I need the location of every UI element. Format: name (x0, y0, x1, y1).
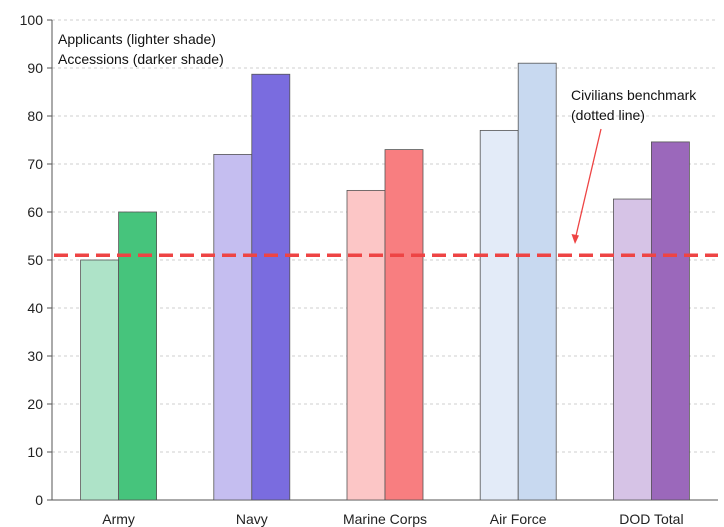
y-tick-label: 40 (27, 300, 43, 316)
x-category-label: Air Force (490, 511, 547, 527)
y-tick-label: 90 (27, 60, 43, 76)
y-tick-label: 60 (27, 204, 43, 220)
y-axis: 0 10 20 30 40 50 60 70 80 90 100 (20, 12, 718, 508)
legend: Applicants (lighter shade) Accessions (d… (58, 31, 224, 67)
bars (80, 62, 690, 501)
y-tick-label: 70 (27, 156, 43, 172)
benchmark-note-line-2: (dotted line) (571, 107, 645, 123)
bar-applicants-navy (213, 153, 253, 501)
bar-accessions-air-force (517, 62, 557, 501)
legend-line-applicants: Applicants (lighter shade) (58, 31, 216, 47)
x-category-label: Marine Corps (343, 511, 427, 527)
benchmark-note: Civilians benchmark (dotted line) (571, 87, 697, 244)
y-tick-label: 50 (27, 252, 43, 268)
y-tick-label: 0 (35, 492, 43, 508)
benchmark-note-line-1: Civilians benchmark (571, 87, 697, 103)
bar-applicants-marine-corps (346, 189, 386, 501)
x-category-label: Navy (236, 511, 268, 527)
y-tick-label: 30 (27, 348, 43, 364)
bar-accessions-army (118, 211, 157, 501)
bar-applicants-army (80, 259, 119, 501)
bar-applicants-air-force (479, 129, 519, 501)
bar-applicants-dod-total (613, 198, 652, 501)
benchmark-arrow-head (571, 234, 579, 244)
bar-accessions-navy (251, 73, 291, 501)
x-category-label: DOD Total (619, 511, 683, 527)
y-tick-label: 100 (20, 12, 44, 28)
bar-accessions-marine-corps (384, 149, 424, 501)
bar-accessions-dod-total (651, 141, 690, 501)
benchmark-arrow (574, 128, 602, 241)
category-labels: Army Navy Marine Corps Air Force DOD Total (102, 511, 683, 527)
y-tick-label: 80 (27, 108, 43, 124)
y-tick-label: 20 (27, 396, 43, 412)
x-category-label: Army (102, 511, 135, 527)
y-tick-label: 10 (27, 444, 43, 460)
legend-line-accessions: Accessions (darker shade) (58, 51, 224, 67)
